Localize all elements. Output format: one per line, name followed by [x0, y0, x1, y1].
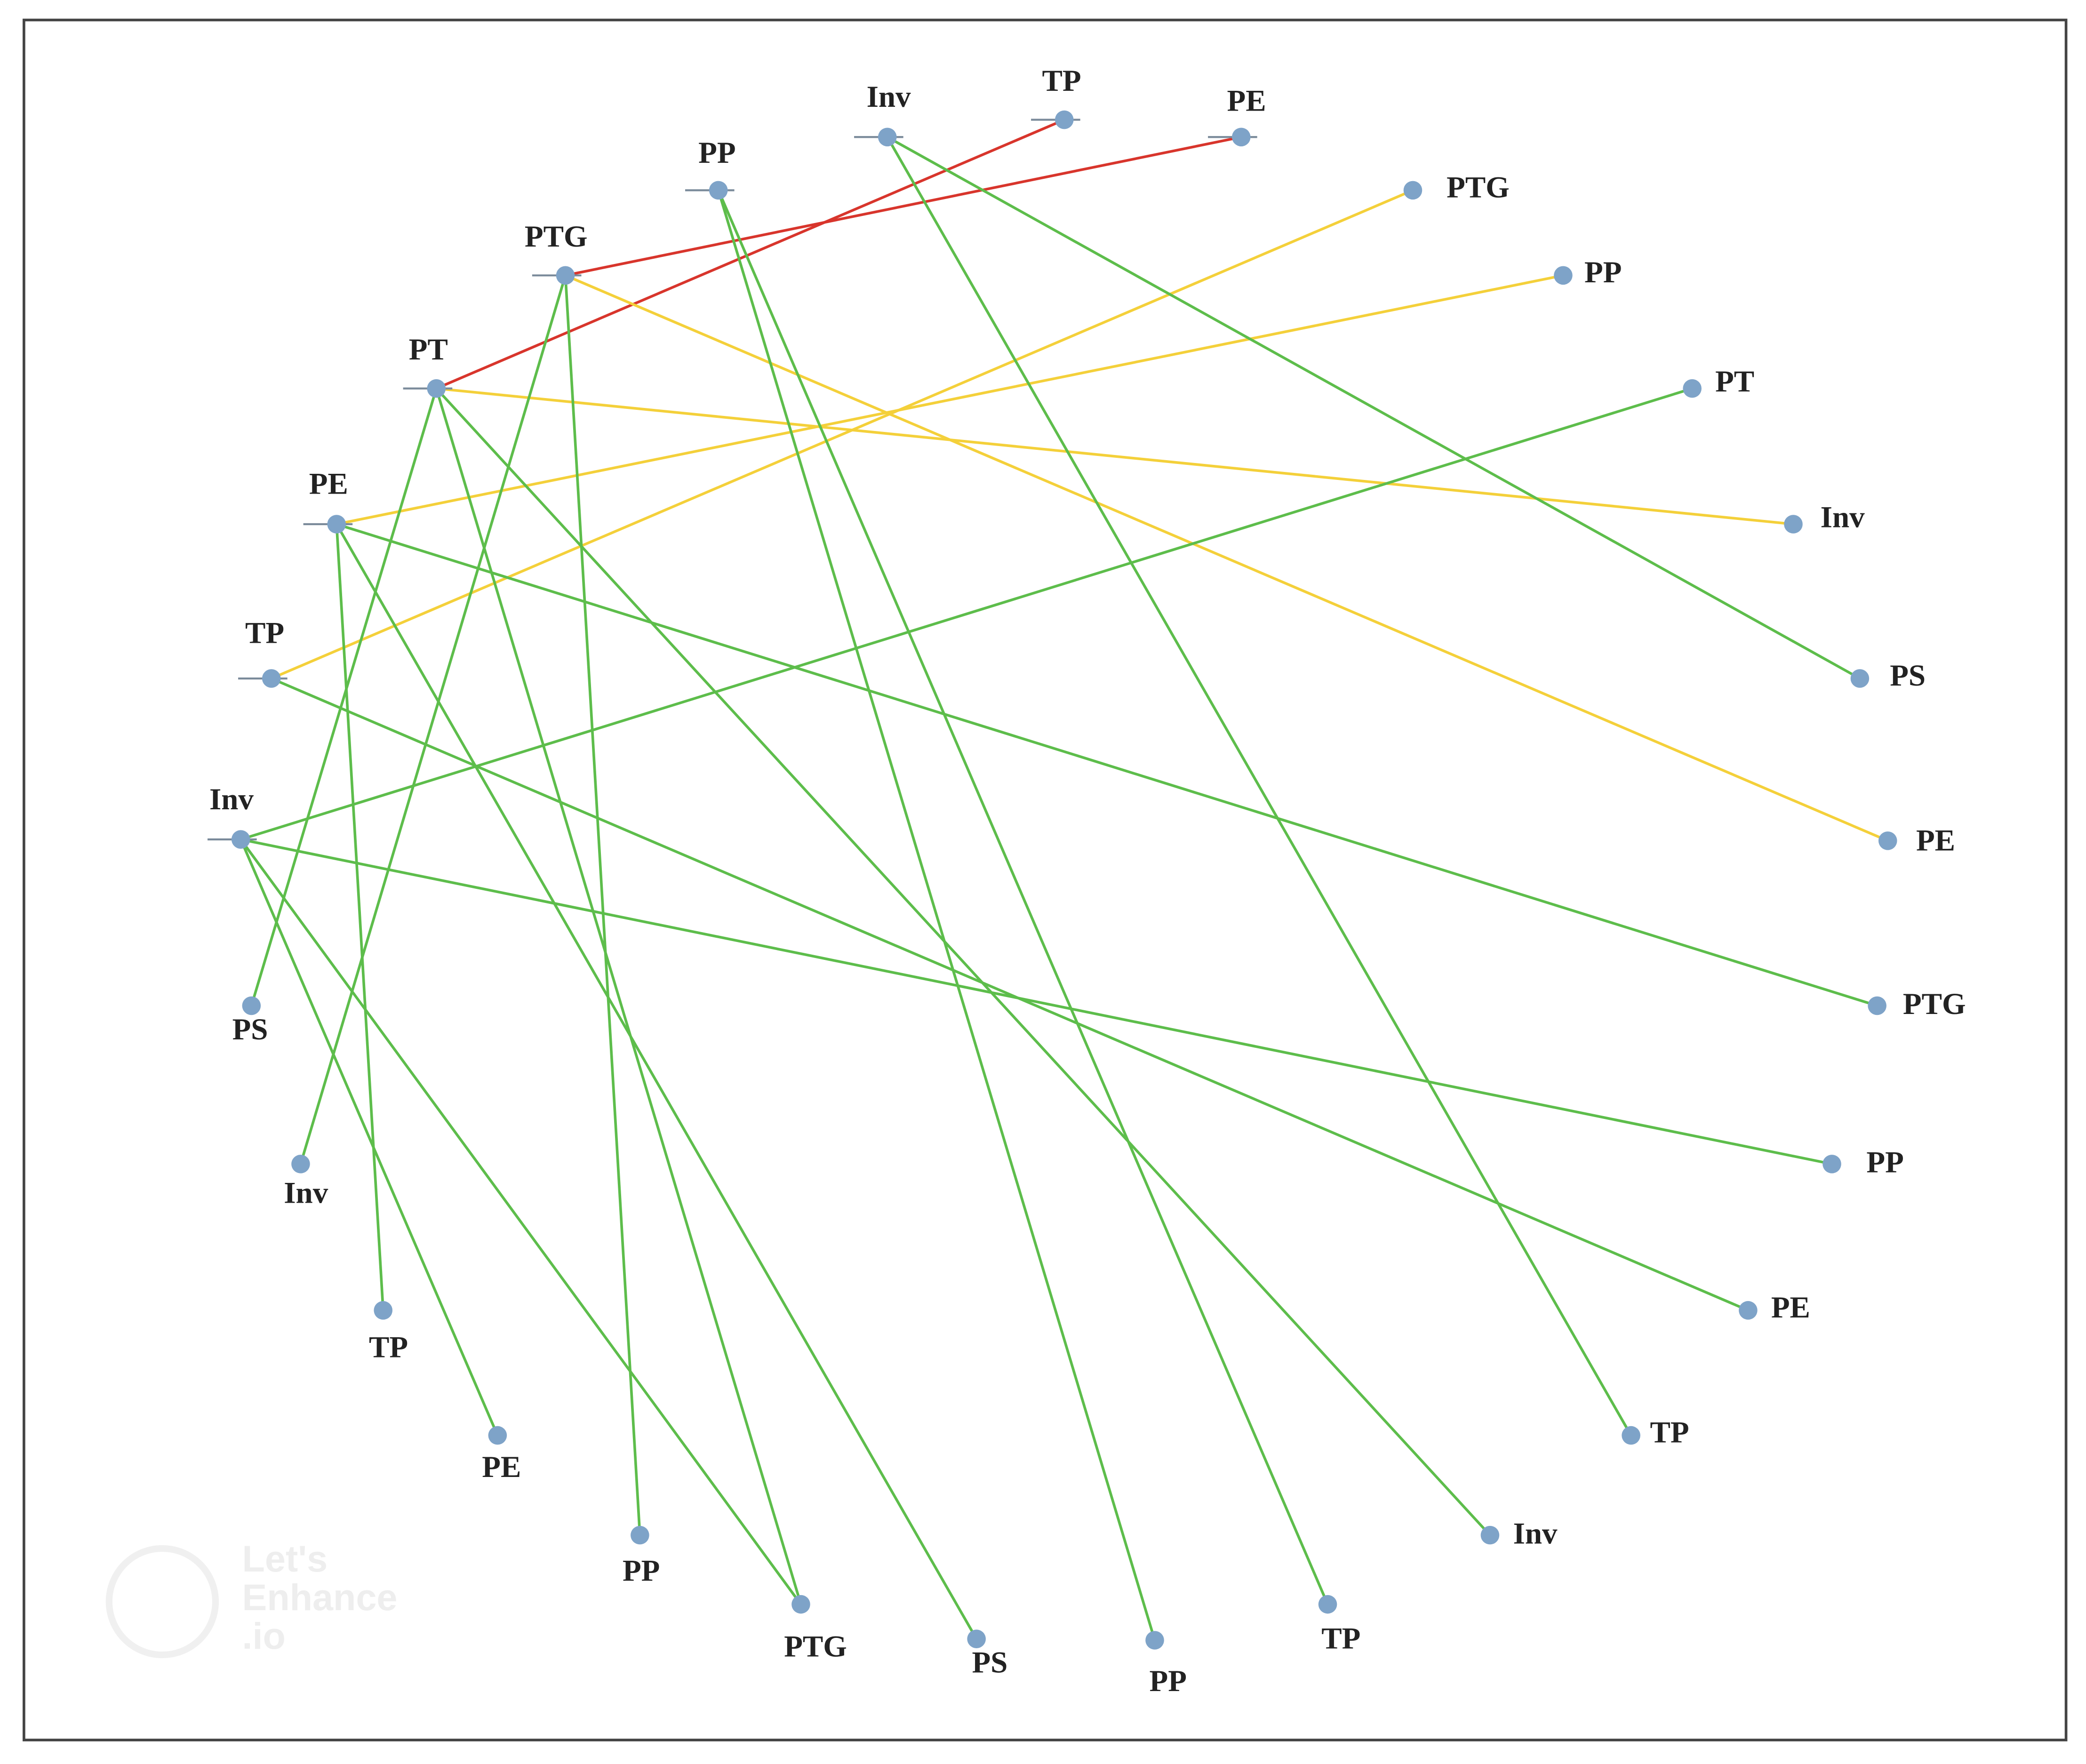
node — [1878, 831, 1897, 850]
node — [488, 1426, 507, 1445]
node — [327, 515, 346, 534]
edge — [299, 275, 567, 1165]
node — [1480, 1525, 1500, 1545]
edges — [240, 118, 1888, 1641]
node-label: PTG — [1903, 987, 1966, 1021]
edge — [240, 838, 1832, 1165]
edge — [271, 677, 1749, 1312]
node — [1318, 1595, 1337, 1614]
edge — [240, 838, 802, 1605]
edge — [717, 190, 1329, 1605]
edge — [336, 274, 1564, 526]
edge — [335, 523, 978, 1640]
node-label: PTG — [1447, 170, 1510, 204]
node-label: PP — [1150, 1664, 1187, 1698]
node-label: TP — [1650, 1416, 1689, 1450]
node — [1784, 515, 1803, 534]
node — [1145, 1631, 1164, 1650]
node — [1403, 181, 1423, 200]
node — [1868, 996, 1886, 1015]
node-label: TP — [1321, 1622, 1360, 1656]
node — [231, 830, 250, 849]
node — [1739, 1301, 1758, 1320]
node-label: PE — [482, 1450, 521, 1484]
node — [427, 379, 446, 398]
watermark-icon — [105, 1545, 219, 1659]
edge — [886, 136, 1632, 1437]
node-label: PP — [623, 1554, 660, 1588]
node-label: TP — [369, 1331, 408, 1365]
node-label: PS — [972, 1646, 1007, 1680]
node-label: PP — [1584, 255, 1622, 289]
node — [631, 1525, 649, 1545]
node — [374, 1301, 393, 1320]
node-label: PE — [1227, 84, 1266, 118]
edge — [564, 275, 641, 1535]
node-label: PTG — [525, 220, 588, 254]
node-label: TP — [245, 616, 284, 650]
node-label: PS — [232, 1013, 268, 1046]
node-label: Inv — [1513, 1517, 1558, 1550]
edge — [240, 387, 1693, 841]
node-label: TP — [1042, 64, 1081, 98]
node-label: PP — [698, 136, 735, 170]
node — [1850, 669, 1870, 688]
edge — [240, 838, 499, 1436]
node — [242, 996, 261, 1015]
watermark: Let's Enhance .io — [105, 1538, 398, 1659]
edge — [436, 387, 1794, 526]
edge — [565, 274, 1888, 842]
node — [262, 669, 281, 688]
node-label: PP — [1866, 1146, 1903, 1180]
edge — [336, 523, 1878, 1007]
node — [967, 1629, 986, 1648]
node-label: PE — [309, 467, 348, 501]
edge — [435, 387, 1491, 1536]
node-label: PTG — [784, 1630, 847, 1664]
edge — [717, 190, 1156, 1641]
node-label: Inv — [284, 1176, 328, 1210]
edge — [335, 524, 385, 1311]
watermark-text: Let's — [242, 1538, 328, 1580]
node — [1554, 266, 1573, 285]
node-label: PE — [1916, 823, 1955, 857]
node — [1055, 110, 1074, 129]
edge — [436, 118, 1065, 390]
node-label: Inv — [867, 80, 911, 114]
node — [1822, 1155, 1841, 1173]
node — [556, 266, 575, 285]
frame — [23, 18, 2068, 1741]
node — [1622, 1426, 1640, 1445]
edge — [271, 189, 1414, 680]
node — [709, 181, 728, 200]
node-label: PE — [1771, 1291, 1810, 1325]
nodes: Inv TP PE PP PTG PT PE TP Inv PTG PP PT Inv PS PE PTG PP… — [208, 64, 1966, 1698]
node — [791, 1595, 810, 1614]
edge — [250, 388, 438, 1006]
node-label: PT — [1715, 365, 1754, 399]
node — [1231, 128, 1251, 147]
edge — [435, 388, 802, 1605]
node — [878, 128, 897, 147]
edge — [887, 136, 1861, 680]
node — [291, 1155, 310, 1173]
watermark-text: Enhance — [242, 1576, 398, 1618]
edge — [565, 136, 1242, 277]
node-label: PT — [409, 333, 448, 367]
watermark-text: .io — [242, 1615, 286, 1657]
node-label: PS — [1890, 659, 1926, 693]
node — [1683, 379, 1702, 398]
node-label: Inv — [1821, 500, 1865, 534]
node-label: Inv — [209, 782, 254, 816]
